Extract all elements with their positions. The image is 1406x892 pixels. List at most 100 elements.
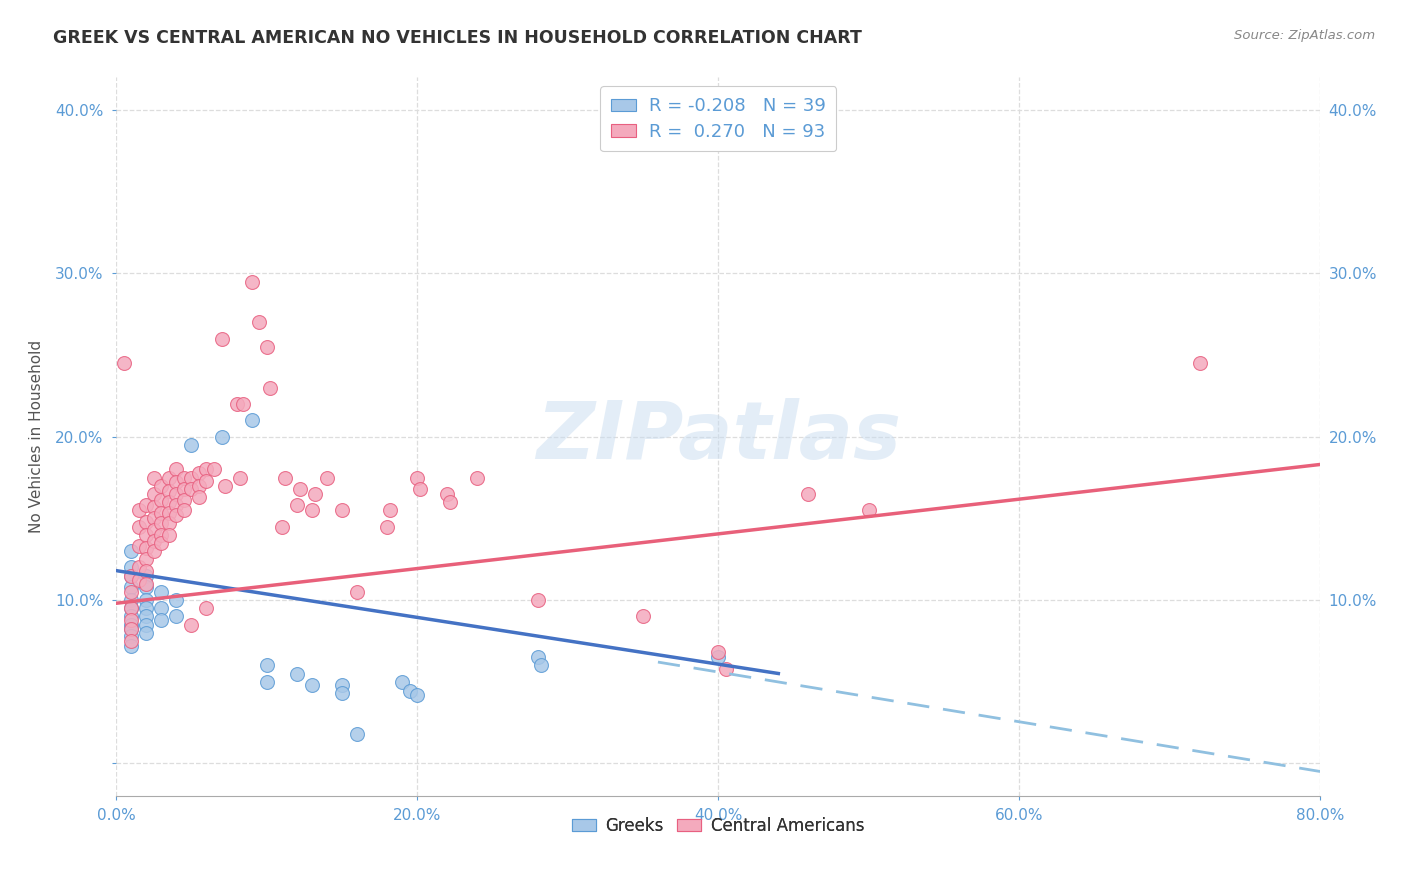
Point bbox=[135, 552, 157, 566]
Point bbox=[120, 623, 142, 637]
Point bbox=[128, 503, 150, 517]
Point bbox=[135, 609, 157, 624]
Point bbox=[288, 482, 311, 496]
Point bbox=[150, 527, 173, 541]
Point bbox=[225, 397, 247, 411]
Point bbox=[150, 493, 173, 508]
Point bbox=[135, 593, 157, 607]
Point bbox=[165, 498, 187, 512]
Point bbox=[142, 534, 165, 549]
Point bbox=[120, 613, 142, 627]
Point bbox=[120, 568, 142, 582]
Point bbox=[165, 462, 187, 476]
Point bbox=[157, 516, 180, 531]
Point bbox=[120, 609, 142, 624]
Point bbox=[187, 479, 209, 493]
Point bbox=[135, 568, 157, 582]
Point bbox=[211, 430, 233, 444]
Point bbox=[135, 515, 157, 529]
Point bbox=[135, 564, 157, 578]
Point bbox=[195, 601, 218, 615]
Point bbox=[214, 479, 236, 493]
Y-axis label: No Vehicles in Household: No Vehicles in Household bbox=[30, 340, 44, 533]
Point bbox=[135, 625, 157, 640]
Point bbox=[301, 678, 323, 692]
Point bbox=[195, 474, 218, 488]
Point bbox=[232, 397, 254, 411]
Point bbox=[120, 623, 142, 637]
Point bbox=[120, 544, 142, 558]
Point bbox=[240, 275, 263, 289]
Point bbox=[378, 503, 401, 517]
Point bbox=[157, 470, 180, 484]
Point bbox=[128, 539, 150, 553]
Point bbox=[187, 490, 209, 504]
Point bbox=[173, 482, 195, 496]
Point bbox=[142, 523, 165, 537]
Point bbox=[135, 527, 157, 541]
Point bbox=[135, 498, 157, 512]
Point bbox=[346, 727, 368, 741]
Point bbox=[398, 684, 420, 698]
Point bbox=[128, 560, 150, 574]
Point bbox=[142, 487, 165, 501]
Point bbox=[228, 470, 250, 484]
Point bbox=[346, 585, 368, 599]
Point bbox=[391, 674, 413, 689]
Point bbox=[274, 470, 297, 484]
Point bbox=[165, 487, 187, 501]
Point bbox=[135, 576, 157, 591]
Point bbox=[128, 519, 150, 533]
Point bbox=[330, 678, 353, 692]
Point bbox=[120, 560, 142, 574]
Point bbox=[240, 413, 263, 427]
Point bbox=[120, 568, 142, 582]
Point bbox=[150, 479, 173, 493]
Point bbox=[180, 438, 202, 452]
Point bbox=[135, 541, 157, 555]
Point bbox=[211, 332, 233, 346]
Point bbox=[315, 470, 337, 484]
Point bbox=[631, 609, 654, 624]
Point bbox=[256, 674, 278, 689]
Point bbox=[173, 493, 195, 508]
Point bbox=[157, 507, 180, 521]
Point bbox=[439, 495, 461, 509]
Point bbox=[142, 500, 165, 514]
Point bbox=[112, 356, 135, 370]
Point bbox=[135, 617, 157, 632]
Text: GREEK VS CENTRAL AMERICAN NO VEHICLES IN HOUSEHOLD CORRELATION CHART: GREEK VS CENTRAL AMERICAN NO VEHICLES IN… bbox=[53, 29, 862, 46]
Point bbox=[375, 519, 398, 533]
Point bbox=[120, 633, 142, 648]
Point bbox=[707, 650, 730, 665]
Point bbox=[157, 495, 180, 509]
Point bbox=[270, 519, 292, 533]
Point bbox=[120, 601, 142, 615]
Point bbox=[406, 688, 429, 702]
Point bbox=[330, 686, 353, 700]
Point bbox=[285, 498, 308, 512]
Point bbox=[436, 487, 458, 501]
Text: Source: ZipAtlas.com: Source: ZipAtlas.com bbox=[1234, 29, 1375, 42]
Point bbox=[1188, 356, 1211, 370]
Point bbox=[180, 470, 202, 484]
Point bbox=[150, 613, 173, 627]
Point bbox=[173, 503, 195, 517]
Point bbox=[406, 470, 429, 484]
Point bbox=[150, 601, 173, 615]
Point bbox=[173, 470, 195, 484]
Point bbox=[165, 475, 187, 490]
Point bbox=[120, 617, 142, 632]
Point bbox=[165, 593, 187, 607]
Point bbox=[150, 516, 173, 531]
Point bbox=[165, 508, 187, 522]
Point bbox=[187, 466, 209, 480]
Point bbox=[120, 639, 142, 653]
Point bbox=[142, 511, 165, 525]
Point bbox=[128, 574, 150, 588]
Point bbox=[120, 629, 142, 643]
Point bbox=[529, 658, 551, 673]
Point bbox=[202, 462, 225, 476]
Point bbox=[707, 645, 730, 659]
Point bbox=[150, 536, 173, 550]
